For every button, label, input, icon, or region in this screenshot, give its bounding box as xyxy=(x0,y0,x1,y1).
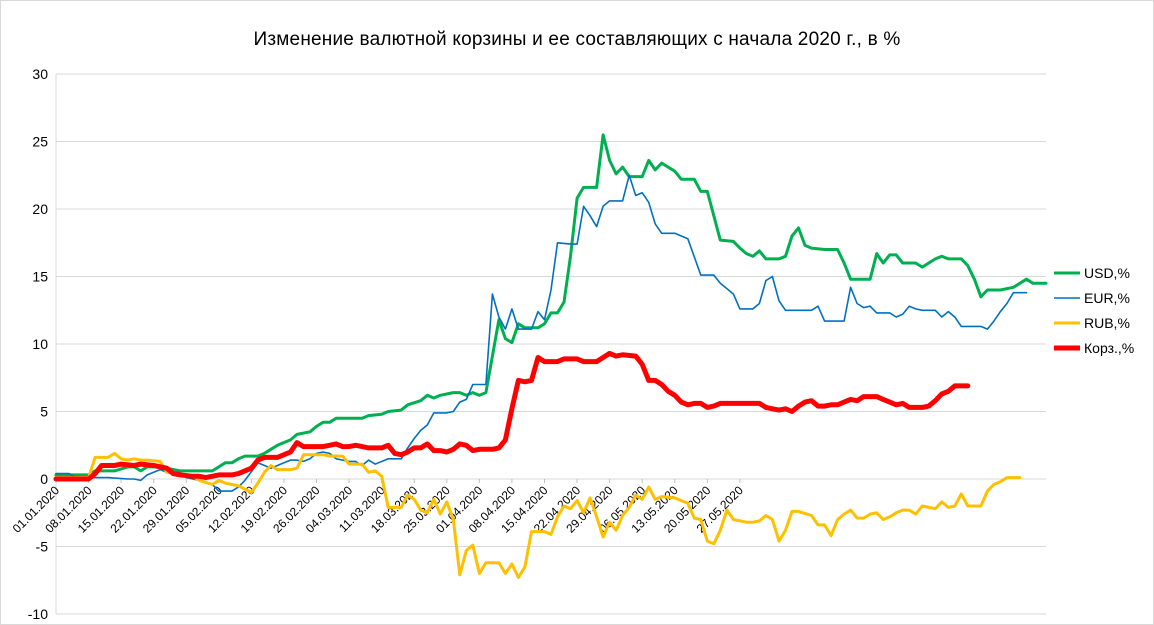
y-tick-label: 25 xyxy=(32,134,48,150)
legend: USD,% EUR,% RUB,% Корз.,% xyxy=(1054,265,1134,356)
legend-label: RUB,% xyxy=(1084,315,1130,331)
series-line-eur xyxy=(55,174,1028,492)
legend-label: Корз.,% xyxy=(1084,340,1134,356)
y-tick-label: 0 xyxy=(40,471,48,487)
series-line-rub xyxy=(54,451,1022,579)
legend-label: USD,% xyxy=(1084,265,1130,281)
y-tick-label: 20 xyxy=(32,201,48,217)
y-tick-label: 5 xyxy=(40,404,48,420)
y-tick-label: -5 xyxy=(36,539,49,555)
y-tick-label: -10 xyxy=(28,606,48,622)
chart-title: Изменение валютной корзины и ее составля… xyxy=(253,29,901,50)
legend-label: EUR,% xyxy=(1084,290,1130,306)
y-tick-label: 15 xyxy=(32,269,48,285)
series-lines xyxy=(53,133,1048,579)
y-tick-label: 10 xyxy=(32,336,48,352)
series-line-usd xyxy=(54,133,1048,477)
y-tick-label: 30 xyxy=(32,66,48,82)
series-line-корз xyxy=(53,350,971,482)
